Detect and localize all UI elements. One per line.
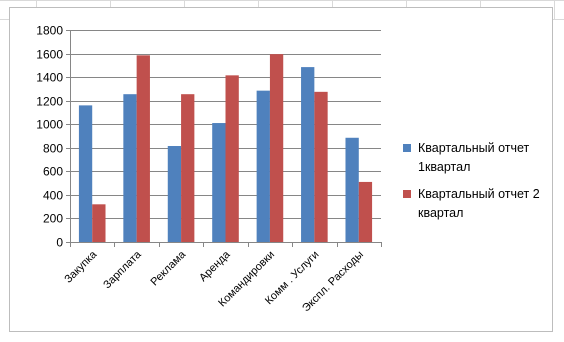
bar-series-2-1[interactable] [136, 55, 150, 243]
bar-series-1-3[interactable] [212, 123, 226, 242]
bar-series-1-4[interactable] [256, 90, 270, 243]
y-tick-label: 1200 [36, 95, 63, 109]
bar-series-2-6[interactable] [358, 181, 373, 242]
x-category-label: Закупка [62, 248, 100, 286]
chart-area[interactable]: 0 200 400 600 800 1000 1200 1400 1600 1800 Закупк… [9, 7, 553, 332]
x-category-label: Зарплата [101, 248, 144, 291]
y-tick-label: 200 [43, 212, 63, 226]
y-tick-label: 600 [43, 165, 63, 179]
y-tick-label: 0 [56, 236, 63, 250]
bar-series-2-2[interactable] [181, 94, 195, 242]
bar-series-2-0[interactable] [92, 204, 106, 242]
bar-series-2-4[interactable] [269, 54, 284, 243]
legend-label-2: Квартальный отчет 2 [418, 187, 540, 201]
y-tick-label: 800 [43, 142, 63, 156]
legend-label-2: квартал [418, 206, 463, 220]
bar-series-2-3[interactable] [225, 75, 239, 242]
legend-label-1: 1квартал [418, 160, 470, 174]
bar-series-1-5[interactable] [301, 67, 315, 242]
y-tick-label: 400 [43, 189, 63, 203]
bar-series-1-6[interactable] [345, 137, 359, 242]
bar-series-1-0[interactable] [78, 105, 93, 242]
axes [66, 30, 382, 247]
y-tick-label: 1800 [36, 24, 63, 38]
legend-swatch-1 [403, 144, 411, 152]
y-tick-label: 1000 [36, 118, 63, 132]
legend-swatch-2 [403, 190, 411, 198]
bar-chart: 0 200 400 600 800 1000 1200 1400 1600 1800 Закупк… [36, 24, 540, 315]
x-category-label: Аренда [197, 248, 233, 284]
bars [78, 54, 373, 243]
y-tick-label: 1400 [36, 71, 63, 85]
legend-label-1: Квартальный отчет [418, 141, 530, 155]
legend: Квартальный отчет 1квартал Квартальный отч… [403, 141, 540, 220]
bar-series-1-1[interactable] [123, 94, 137, 242]
bar-series-1-2[interactable] [167, 146, 182, 242]
x-axis-labels: Закупка Зарплата Реклама АрендаКомандировки… [62, 248, 366, 314]
y-axis-ticks: 0 200 400 600 800 1000 1200 1400 1600 1800 [36, 24, 63, 250]
x-category-label: Реклама [149, 248, 189, 288]
y-tick-label: 1600 [36, 48, 63, 62]
bar-series-2-5[interactable] [314, 91, 328, 242]
